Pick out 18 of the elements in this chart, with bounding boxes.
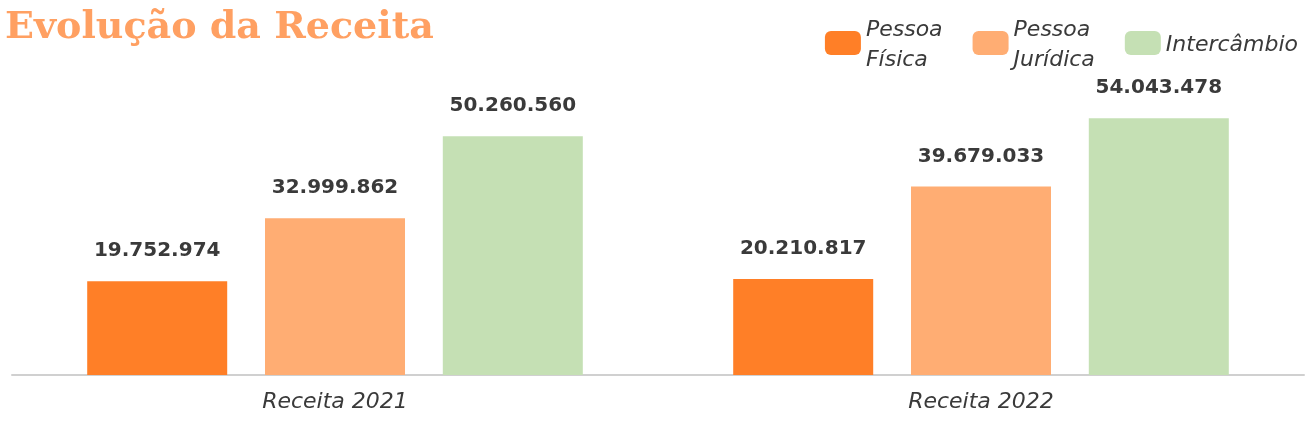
legend-label: Pessoa Física [865,15,943,71]
data-label: 50.260.560 [449,92,577,117]
x-tick-label: Receita 2021 [262,387,408,413]
bar [733,279,874,375]
bar [911,186,1051,375]
bar [265,218,405,375]
bar [1088,118,1229,375]
data-label: 54.043.478 [1095,74,1223,99]
data-label: 39.679.033 [917,142,1045,167]
bar [442,136,583,375]
chart-title: Evolução da Receita [5,1,434,47]
data-label: 19.752.974 [93,237,221,262]
x-tick-label: Receita 2022 [908,387,1054,413]
bar [87,281,228,375]
legend-label: Pessoa Jurídica [1009,15,1095,71]
data-label: 32.999.862 [271,174,399,199]
data-label: 20.210.817 [739,235,867,259]
legend-label: Intercâmbio [1165,30,1298,56]
